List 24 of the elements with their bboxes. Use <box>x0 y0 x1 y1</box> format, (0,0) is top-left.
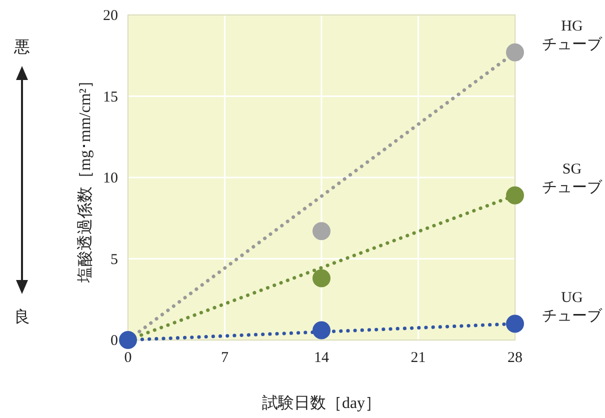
x-tick-label: 0 <box>124 350 132 366</box>
series-label: SG チューブ <box>542 161 603 196</box>
y-tick-label: 15 <box>103 89 118 106</box>
y-axis-title: 塩酸透過係数［mg･mm/cm²］ <box>76 72 94 284</box>
x-tick-label: 14 <box>314 350 330 366</box>
x-axis-title: 試験日数［day］ <box>262 394 382 412</box>
series-label: UG チューブ <box>542 290 603 324</box>
y-tick-label: 10 <box>103 170 118 186</box>
text: 悪 <box>13 39 30 56</box>
point <box>506 186 524 204</box>
y-tick-label: 20 <box>103 8 118 24</box>
point <box>312 269 330 288</box>
point <box>312 321 330 340</box>
text: 良 <box>14 308 30 326</box>
point <box>506 314 524 333</box>
y-tick-label: 0 <box>110 333 118 349</box>
point <box>119 331 137 349</box>
x-tick-label: 21 <box>410 350 426 366</box>
y-tick-label: 5 <box>110 252 118 268</box>
x-tick-label: 7 <box>221 350 229 366</box>
point <box>506 43 524 62</box>
point <box>312 222 330 240</box>
series-label: HG チューブ <box>542 18 603 54</box>
x-tick-label: 28 <box>508 350 522 366</box>
